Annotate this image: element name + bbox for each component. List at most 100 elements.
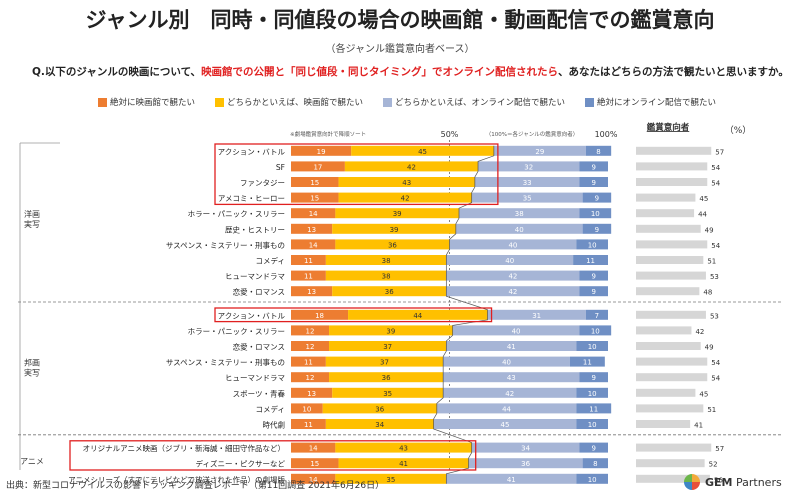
data-label: 31: [532, 312, 541, 320]
bar-segment: [348, 309, 488, 320]
viewers-bar: [636, 162, 708, 171]
bar-segment: [446, 270, 580, 281]
legend-swatch: [215, 97, 225, 107]
data-label: 35: [383, 390, 392, 398]
bar-segment: [576, 419, 608, 429]
page-subtitle: （各ジャンル鑑賞意向者ベース）: [325, 44, 475, 55]
viewers-bar: [636, 224, 701, 233]
data-label: 15: [310, 195, 319, 203]
question-text: Q.以下のジャンルの映画について、映画館での公開と「同じ値段・同じタイミング」で…: [32, 64, 792, 79]
page-title: ジャンル別 同時・同値段の場合の映画館・動画配信での鑑賞意向: [85, 8, 715, 32]
category-label: ヒューマンドラマ: [225, 272, 285, 281]
bar-segment: [325, 419, 434, 429]
viewers-label: 45: [699, 390, 708, 398]
data-label: 12: [306, 343, 315, 351]
data-label: 11: [304, 257, 313, 265]
viewers-label: 49: [705, 226, 714, 234]
bar-segment: [291, 458, 339, 469]
data-label: 42: [508, 273, 517, 281]
category-label: 時代劇: [263, 420, 286, 430]
category-label: SF: [276, 163, 285, 172]
source-note: 出典：新型コロナウイルスの影響トラッキング調査レポート（第11回調査 2021年…: [6, 481, 385, 491]
bar-segment: [329, 372, 444, 383]
bar-segment: [291, 309, 349, 320]
bar-segment: [325, 255, 447, 265]
bar-segment: [585, 145, 612, 156]
category-label: スポーツ・青春: [233, 388, 286, 398]
data-label: 36: [382, 374, 391, 382]
data-label: 10: [588, 343, 597, 351]
bar-segment: [576, 239, 608, 250]
viewers-bar: [636, 326, 692, 335]
bar-segment: [446, 286, 580, 297]
data-label: 41: [507, 476, 516, 484]
bar-segment: [291, 223, 333, 234]
data-label: 40: [502, 359, 511, 367]
group-label: 実写: [24, 367, 40, 377]
viewers-label: 52: [709, 461, 718, 469]
viewers-label: 42: [695, 328, 704, 336]
theater-total-line: [433, 145, 495, 484]
viewers-label: 51: [707, 258, 716, 266]
viewers-label: 57: [715, 148, 724, 156]
bar-segment: [468, 458, 583, 469]
viewers-label: 56: [714, 476, 723, 484]
bar-segment: [291, 208, 336, 219]
bar-segment: [582, 223, 612, 234]
bar-segment: [474, 177, 580, 187]
bar-segment: [335, 208, 460, 219]
bar-segment: [291, 387, 333, 398]
bar-segment: [344, 161, 479, 172]
bar-segment: [436, 403, 577, 414]
category-label: アクション・バトル: [218, 147, 286, 156]
bar-segment: [291, 341, 330, 351]
viewers-bar: [636, 373, 708, 382]
viewers-bar: [636, 287, 700, 296]
data-label: 38: [382, 273, 391, 281]
viewers-label: 53: [710, 273, 719, 281]
data-label: 10: [588, 476, 597, 484]
chart-legend: 絶対に映画館で観たい どちらかといえば、映画館で観たい どちらかといえば、オンラ…: [98, 96, 716, 108]
viewers-label: 41: [694, 422, 703, 430]
data-label: 9: [592, 179, 596, 187]
group-label: 洋画: [24, 209, 40, 219]
bar-segment: [291, 473, 336, 484]
bar-segment: [446, 473, 577, 484]
bar-segment: [291, 161, 345, 172]
data-label: 41: [399, 460, 408, 468]
viewers-bar: [636, 357, 708, 366]
data-label: 14: [309, 476, 318, 484]
category-label: 歴史・ヒストリー: [225, 224, 285, 234]
bar-segment: [291, 145, 352, 156]
logo-text: GEM Partners: [705, 476, 782, 489]
data-label: 39: [386, 327, 395, 335]
group-label: 邦画: [24, 357, 40, 367]
legend-label: どちらかといえば、映画館で観たい: [227, 98, 364, 108]
data-label: 42: [401, 195, 410, 203]
bar-segment: [291, 177, 339, 187]
gem-partners-logo-icon: [684, 474, 700, 490]
category-label: オリジナルアニメ映画（ジブリ・新海誠・細田守作品など）: [83, 443, 285, 453]
data-label: 9: [595, 195, 599, 203]
data-label: 9: [592, 288, 596, 296]
viewers-label: 44: [698, 211, 707, 219]
data-label: 15: [310, 179, 319, 187]
bar-segment: [291, 419, 326, 429]
category-label: アクション・バトル: [218, 311, 286, 320]
data-label: 42: [407, 163, 416, 171]
data-label: 13: [307, 390, 316, 398]
bar-segment: [291, 372, 330, 383]
bar-segment: [291, 270, 326, 281]
category-label: コメディ: [256, 404, 285, 414]
legend-swatch: [383, 97, 393, 107]
bar-segment: [455, 223, 583, 234]
category-label: ヒューマンドラマ: [225, 374, 285, 383]
data-label: 34: [375, 421, 384, 429]
bar-segment: [332, 223, 456, 234]
data-label: 44: [413, 312, 422, 320]
data-label: 29: [535, 148, 544, 156]
data-label: 40: [515, 226, 524, 234]
data-label: 14: [309, 241, 318, 249]
data-label: 41: [507, 343, 516, 351]
data-label: 42: [505, 390, 514, 398]
